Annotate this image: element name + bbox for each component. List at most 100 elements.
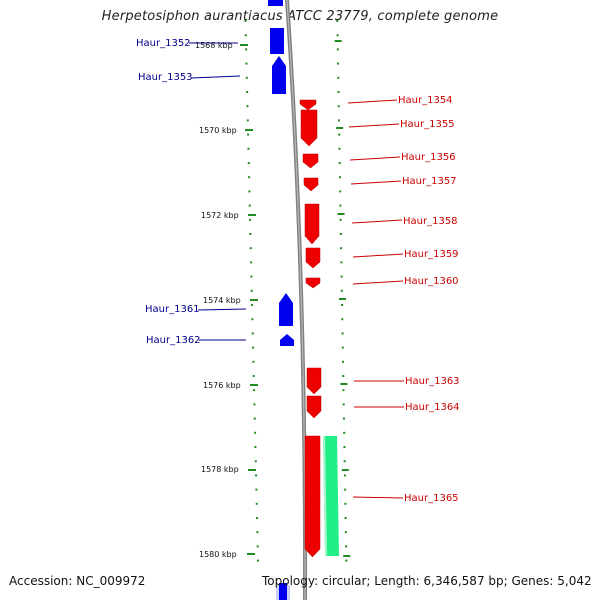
ruler-minor-tick — [342, 403, 345, 406]
ruler-minor-tick — [340, 289, 343, 292]
ruler-major-tick — [341, 469, 349, 471]
gene-haur-1362[interactable] — [280, 334, 294, 346]
position-label: 1570 kbp — [199, 126, 237, 135]
gene-label: Haur_1356 — [401, 152, 456, 163]
position-label: 1574 kbp — [203, 296, 241, 305]
ruler-minor-tick — [342, 389, 345, 392]
ruler-minor-tick — [251, 304, 254, 306]
position-label: 1572 kbp — [201, 211, 239, 220]
ruler-minor-tick — [341, 346, 344, 349]
ruler-major-tick — [250, 299, 258, 301]
ruler-minor-tick — [338, 147, 341, 150]
position-label: 1576 kbp — [203, 381, 241, 390]
gene-leader-line — [352, 280, 404, 285]
ruler-minor-tick — [254, 446, 257, 448]
position-label: 1580 kbp — [199, 550, 237, 559]
gene-haur-1355[interactable] — [300, 109, 318, 147]
gene-haur-1365[interactable] — [304, 435, 321, 558]
gene-leader-line — [190, 75, 241, 79]
ruler-minor-tick — [337, 91, 340, 93]
ruler-minor-tick — [255, 488, 258, 491]
ruler-minor-tick — [341, 332, 344, 335]
ruler-minor-tick — [337, 76, 340, 79]
tick-layer — [240, 20, 351, 562]
ruler-minor-tick — [345, 559, 348, 562]
ruler-minor-tick — [344, 517, 347, 519]
ruler-minor-tick — [254, 431, 257, 434]
ruler-major-tick — [338, 298, 346, 300]
ruler-minor-tick — [252, 375, 255, 377]
gene-label: Haur_1365 — [404, 493, 459, 504]
position-label: 1568 kbp — [195, 41, 233, 50]
ruler-minor-tick — [250, 261, 253, 264]
ruler-major-tick — [334, 40, 342, 42]
ruler-minor-tick — [252, 346, 255, 349]
ruler-minor-tick — [252, 360, 255, 363]
feature-block[interactable] — [323, 436, 339, 556]
gene-haur-1361[interactable] — [279, 293, 293, 326]
gene-label: Haur_1353 — [138, 72, 193, 83]
ruler-minor-tick — [337, 62, 340, 65]
ruler-minor-tick — [343, 474, 346, 477]
ruler-major-tick — [250, 384, 258, 386]
gene-haur-1352[interactable] — [270, 28, 284, 54]
gene-haur-1359[interactable] — [305, 247, 321, 269]
ruler-major-tick — [336, 127, 344, 129]
feature-block-highlight — [323, 435, 327, 557]
ruler-minor-tick — [253, 417, 256, 420]
gene-haur-1354[interactable] — [299, 99, 317, 111]
ruler-major-tick — [248, 469, 256, 471]
ruler-major-tick — [240, 44, 248, 46]
ruler-minor-tick — [253, 389, 256, 392]
gene-label: Haur_1359 — [404, 249, 459, 260]
gene-label: Haur_1362 — [146, 335, 201, 346]
gene-label: Haur_1361 — [145, 304, 200, 315]
ruler-minor-tick — [339, 218, 342, 221]
ruler-minor-tick — [250, 275, 253, 278]
ruler-minor-tick — [249, 233, 252, 235]
gene-label: Haur_1358 — [403, 216, 458, 227]
gene-partial-top[interactable] — [268, 0, 283, 6]
ruler-minor-tick — [337, 105, 340, 108]
gene-label: Haur_1355 — [400, 119, 455, 130]
position-label: 1578 kbp — [201, 465, 239, 474]
ruler-minor-tick — [339, 233, 342, 235]
ruler-minor-tick — [339, 190, 342, 193]
ruler-minor-tick — [338, 162, 341, 164]
ruler-minor-tick — [337, 119, 340, 122]
gene-haur-1358[interactable] — [304, 203, 320, 245]
ruler-minor-tick — [255, 474, 258, 477]
ruler-minor-tick — [247, 133, 250, 136]
gene-leader-line — [351, 219, 403, 224]
gene-label: Haur_1363 — [405, 376, 460, 387]
ruler-major-tick — [340, 383, 348, 385]
ruler-minor-tick — [248, 204, 251, 207]
ruler-minor-tick — [336, 34, 339, 37]
ruler-minor-tick — [245, 62, 248, 65]
ruler-minor-tick — [249, 218, 252, 221]
ruler-minor-tick — [251, 318, 254, 321]
ruler-major-tick — [343, 555, 351, 557]
ruler-minor-tick — [246, 119, 249, 122]
ruler-minor-tick — [245, 76, 248, 79]
ruler-minor-tick — [256, 545, 259, 548]
gene-haur-1360[interactable] — [305, 277, 321, 289]
ruler-minor-tick — [251, 332, 254, 335]
ruler-minor-tick — [244, 34, 247, 37]
ruler-minor-tick — [247, 147, 250, 150]
gene-haur-1357[interactable] — [303, 177, 319, 192]
ruler-minor-tick — [245, 48, 248, 51]
gene-haur-1364[interactable] — [306, 395, 322, 419]
gene-leader-line — [352, 496, 404, 499]
ruler-minor-tick — [340, 275, 343, 278]
ruler-major-tick — [245, 129, 253, 131]
ruler-minor-tick — [343, 446, 346, 448]
gene-haur-1363[interactable] — [306, 367, 322, 395]
ruler-minor-tick — [339, 204, 342, 207]
gene-haur-1353[interactable] — [272, 56, 286, 94]
gene-haur-1356[interactable] — [302, 153, 319, 169]
ruler-minor-tick — [249, 247, 252, 250]
gene-label: Haur_1352 — [136, 38, 191, 49]
gene-leader-line — [350, 180, 402, 185]
